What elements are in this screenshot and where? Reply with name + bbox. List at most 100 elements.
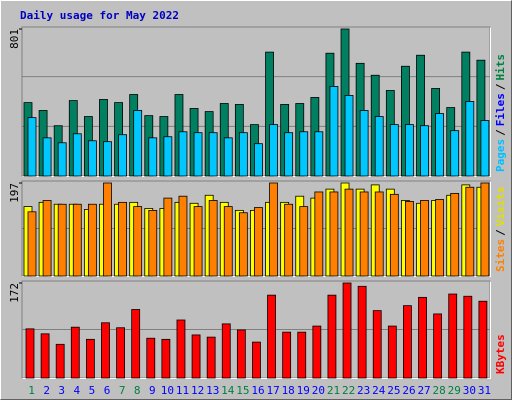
y-tick-label: 801 <box>8 29 21 49</box>
x-tick-label: 23 <box>357 384 370 397</box>
bar <box>208 132 218 177</box>
bar <box>465 101 475 177</box>
bar <box>312 325 322 379</box>
plot-bevel <box>22 181 491 277</box>
legend-label: Pages <box>494 139 507 172</box>
bar <box>193 206 203 277</box>
bar <box>450 192 460 277</box>
x-tick-label: 18 <box>282 384 295 397</box>
bar <box>463 295 473 379</box>
bar <box>389 124 399 177</box>
y-tick-label: 172 <box>8 283 21 303</box>
bar <box>478 300 488 379</box>
bar <box>40 333 50 379</box>
x-tick-label: 21 <box>327 384 340 397</box>
bar <box>344 95 354 177</box>
bar <box>70 326 80 379</box>
bar <box>359 191 369 277</box>
bar <box>329 191 339 277</box>
legend: Sites / Visits <box>494 187 507 273</box>
bar <box>208 200 218 277</box>
x-tick-label: 20 <box>312 384 325 397</box>
bar <box>178 195 188 277</box>
bar <box>238 212 248 277</box>
bar <box>299 206 309 277</box>
legend-label: Files <box>494 93 507 126</box>
x-tick-label: 12 <box>191 384 204 397</box>
bar <box>148 209 158 277</box>
bar <box>405 124 414 177</box>
bar <box>465 186 475 277</box>
bar <box>448 293 458 379</box>
bar <box>42 137 52 177</box>
x-tick-label: 10 <box>161 384 174 397</box>
plot-bevel <box>22 281 491 379</box>
bar <box>236 329 246 379</box>
bar <box>254 143 263 177</box>
bar <box>420 125 429 177</box>
x-tick-label: 28 <box>433 384 446 397</box>
bar <box>42 200 52 277</box>
bar <box>118 134 127 177</box>
bar <box>57 203 67 277</box>
x-tick-label: 4 <box>74 384 81 397</box>
bar <box>72 203 82 277</box>
bar <box>329 86 339 177</box>
bar <box>176 319 186 379</box>
bar <box>87 203 97 277</box>
bar <box>27 211 37 277</box>
bar <box>131 309 141 379</box>
legend-label: Sites <box>494 239 507 272</box>
bar <box>238 132 248 177</box>
bar <box>344 188 354 277</box>
bar <box>163 136 173 177</box>
bar <box>284 203 294 277</box>
bar <box>103 141 112 177</box>
x-tick-label: 3 <box>58 384 65 397</box>
bar <box>206 336 216 379</box>
bar <box>480 120 490 177</box>
x-tick-label: 30 <box>463 384 476 397</box>
bar <box>282 331 292 379</box>
bar <box>435 199 445 277</box>
bar <box>161 338 171 379</box>
x-tick-label: 16 <box>251 384 264 397</box>
legend-label: / <box>494 229 507 236</box>
bar <box>25 328 35 379</box>
x-tick-label: 11 <box>176 384 189 397</box>
bar <box>314 131 324 177</box>
bar <box>359 110 369 177</box>
legend: Pages / Files / Hits <box>494 54 507 172</box>
bar <box>299 131 309 177</box>
bar <box>372 310 382 379</box>
bar <box>163 197 173 277</box>
x-tick-label: 17 <box>266 384 279 397</box>
x-tick-label: 9 <box>149 384 156 397</box>
bar <box>221 323 231 379</box>
x-tick-label: 8 <box>134 384 141 397</box>
legend-label: Visits <box>494 187 507 227</box>
bar <box>146 337 156 379</box>
x-tick-label: 6 <box>104 384 111 397</box>
bar <box>374 116 384 177</box>
x-tick-label: 27 <box>417 384 430 397</box>
bar <box>101 322 110 379</box>
bar <box>57 142 67 177</box>
bar <box>223 206 233 277</box>
bar <box>191 334 201 379</box>
bar <box>269 124 278 177</box>
bar <box>103 182 112 277</box>
x-tick-label: 19 <box>297 384 310 397</box>
legend: KBytes <box>494 334 507 374</box>
bar <box>450 130 460 177</box>
bar <box>433 313 443 379</box>
bar <box>374 191 384 277</box>
bar <box>418 296 427 379</box>
bar <box>133 206 143 277</box>
legend-label: Hits <box>494 54 507 81</box>
bar <box>314 191 324 277</box>
bar <box>389 193 399 277</box>
bar <box>223 137 233 177</box>
